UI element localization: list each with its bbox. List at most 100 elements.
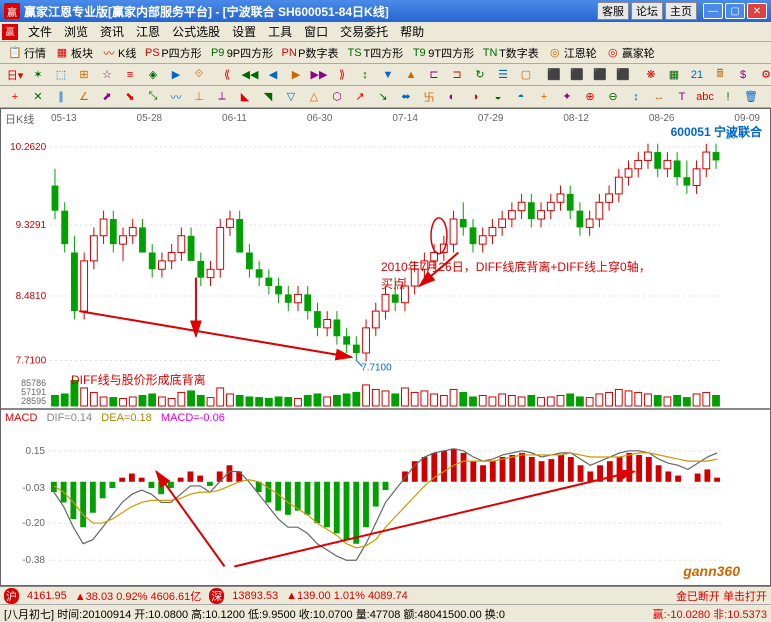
tb2-btn-2[interactable]: ⬚ — [50, 66, 72, 84]
tb3-btn-8[interactable]: ⊥ — [188, 88, 210, 106]
tb3-btn-17[interactable]: ⬌ — [395, 88, 417, 106]
tb2-btn-27[interactable]: ⬛ — [589, 66, 611, 84]
menu-formula[interactable]: 公式选股 — [166, 21, 226, 42]
tb2-btn-6[interactable]: ◈ — [142, 66, 164, 84]
tb3-btn-15[interactable]: ↗ — [349, 88, 371, 106]
tb3-btn-3[interactable]: ∠ — [73, 88, 95, 106]
tb2-btn-0[interactable]: 日▾ — [4, 66, 26, 84]
tb2-btn-32[interactable]: 21 — [686, 66, 708, 84]
tb3-btn-14[interactable]: ⬡ — [326, 88, 348, 106]
tb2-btn-26[interactable]: ⬛ — [566, 66, 588, 84]
tb3-btn-29[interactable]: T — [671, 88, 693, 106]
menu-window[interactable]: 窗口 — [298, 21, 334, 42]
tb2-btn-3[interactable]: ⊞ — [73, 66, 95, 84]
tb2-btn-16[interactable]: ↕ — [354, 66, 376, 84]
menu-gann[interactable]: 江恩 — [130, 21, 166, 42]
menu-help[interactable]: 帮助 — [394, 21, 430, 42]
connection-status[interactable]: 金已断开 单击打开 — [676, 588, 767, 604]
tb2-btn-20[interactable]: ⊐ — [446, 66, 468, 84]
tb2-btn-7[interactable]: ▶ — [165, 66, 187, 84]
tb3-btn-9[interactable]: ⟂ — [211, 88, 233, 106]
tb2-btn-10[interactable]: ⟪ — [216, 66, 238, 84]
tb3-btn-6[interactable]: ⤡ — [142, 88, 164, 106]
high-value: 高:10.1200 — [191, 606, 245, 622]
tb2-btn-13[interactable]: ▶ — [285, 66, 307, 84]
tb1-btn-3[interactable]: PSP四方形 — [141, 44, 205, 62]
tb1-btn-4[interactable]: P99P四方形 — [207, 44, 277, 62]
tb2-btn-8[interactable]: ⟐ — [188, 66, 210, 84]
tb2-btn-25[interactable]: ⬛ — [543, 66, 565, 84]
tb2-btn-21[interactable]: ↻ — [469, 66, 491, 84]
tb3-btn-12[interactable]: ▽ — [280, 88, 302, 106]
minimize-button[interactable]: — — [703, 3, 723, 19]
tb2-btn-22[interactable]: ☰ — [492, 66, 514, 84]
tb2-btn-15[interactable]: ⟫ — [331, 66, 353, 84]
tb1-btn-8[interactable]: TNT数字表 — [479, 44, 543, 62]
tb3-btn-30[interactable]: abc — [694, 88, 716, 106]
tb1-btn-10[interactable]: ◎赢家轮 — [602, 44, 659, 62]
tb2-btn-5[interactable]: ≡ — [119, 66, 141, 84]
menu-file[interactable]: 文件 — [22, 21, 58, 42]
close-button[interactable]: ✕ — [747, 3, 767, 19]
tb3-btn-24[interactable]: ✦ — [556, 88, 578, 106]
kline-chart[interactable]: 日K线 05-1305-2806-1106-3007-1407-2908-120… — [1, 109, 770, 409]
menu-news[interactable]: 资讯 — [94, 21, 130, 42]
tb2-btn-30[interactable]: ❋ — [640, 66, 662, 84]
maximize-button[interactable]: ▢ — [725, 3, 745, 19]
tb2-btn-35[interactable]: ⚙ — [755, 66, 771, 84]
menu-trade[interactable]: 交易委托 — [334, 21, 394, 42]
tb3-btn-20[interactable]: ◑ — [464, 88, 486, 106]
tb2-btn-4[interactable]: ☆ — [96, 66, 118, 84]
tb1-btn-2[interactable]: 〰K线 — [98, 44, 140, 62]
tb2-btn-18[interactable]: ▲ — [400, 66, 422, 84]
tb2-btn-31[interactable]: ▦ — [663, 66, 685, 84]
menu-settings[interactable]: 设置 — [226, 21, 262, 42]
tb3-btn-10[interactable]: ◣ — [234, 88, 256, 106]
tb3-btn-28[interactable]: ↔ — [648, 88, 670, 106]
tb3-btn-16[interactable]: ↘ — [372, 88, 394, 106]
tb2-btn-1[interactable]: ✶ — [27, 66, 49, 84]
tb3-btn-21[interactable]: ◒ — [487, 88, 509, 106]
tb3-btn-22[interactable]: ◓ — [510, 88, 532, 106]
tb1-btn-1[interactable]: ▦板块 — [51, 44, 97, 62]
tb2-btn-33[interactable]: 🖩 — [709, 66, 731, 84]
tb3-btn-25[interactable]: ⊕ — [579, 88, 601, 106]
tb2-btn-23[interactable]: ▢ — [515, 66, 537, 84]
tb3-btn-19[interactable]: ◐ — [441, 88, 463, 106]
tb3-btn-13[interactable]: △ — [303, 88, 325, 106]
menu-icon: 赢 — [2, 24, 18, 40]
svg-text:10.2620: 10.2620 — [10, 142, 46, 153]
tb3-btn-18[interactable]: 卐 — [418, 88, 440, 106]
tb2-btn-19[interactable]: ⊏ — [423, 66, 445, 84]
macd-chart[interactable]: MACD DIF=0.14 DEA=0.18 MACD=-0.06 0.15-0… — [1, 409, 770, 585]
tb3-btn-7[interactable]: 〰 — [165, 88, 187, 106]
kefu-button[interactable]: 客服 — [597, 2, 629, 20]
tb1-btn-9[interactable]: ◎江恩轮 — [544, 44, 601, 62]
tb3-btn-32[interactable]: 🗑 — [740, 88, 762, 106]
tb2-btn-34[interactable]: $ — [732, 66, 754, 84]
tb3-btn-11[interactable]: ◥ — [257, 88, 279, 106]
tb3-btn-31[interactable]: ! — [717, 88, 739, 106]
forum-button[interactable]: 论坛 — [631, 2, 663, 20]
tb2-btn-17[interactable]: ▼ — [377, 66, 399, 84]
tb2-btn-12[interactable]: ◀ — [262, 66, 284, 84]
tb1-btn-5[interactable]: PNP数字表 — [278, 44, 342, 62]
menu-tools[interactable]: 工具 — [262, 21, 298, 42]
home-button[interactable]: 主页 — [665, 2, 697, 20]
tb1-btn-7[interactable]: T99T四方形 — [408, 44, 478, 62]
menu-browse[interactable]: 浏览 — [58, 21, 94, 42]
tb3-btn-2[interactable]: ∥ — [50, 88, 72, 106]
tb2-btn-11[interactable]: ◀◀ — [239, 66, 261, 84]
svg-text:-0.03: -0.03 — [22, 483, 45, 494]
tb3-btn-0[interactable]: + — [4, 88, 26, 106]
tb3-btn-4[interactable]: ⬈ — [96, 88, 118, 106]
tb3-btn-5[interactable]: ⬊ — [119, 88, 141, 106]
tb1-btn-6[interactable]: TST四方形 — [344, 44, 408, 62]
tb3-btn-27[interactable]: ↕ — [625, 88, 647, 106]
tb3-btn-23[interactable]: + — [533, 88, 555, 106]
tb2-btn-14[interactable]: ▶▶ — [308, 66, 330, 84]
tb3-btn-26[interactable]: ⊖ — [602, 88, 624, 106]
tb1-btn-0[interactable]: 📋行情 — [4, 44, 50, 62]
tb3-btn-1[interactable]: ✕ — [27, 88, 49, 106]
tb2-btn-28[interactable]: ⬛ — [612, 66, 634, 84]
